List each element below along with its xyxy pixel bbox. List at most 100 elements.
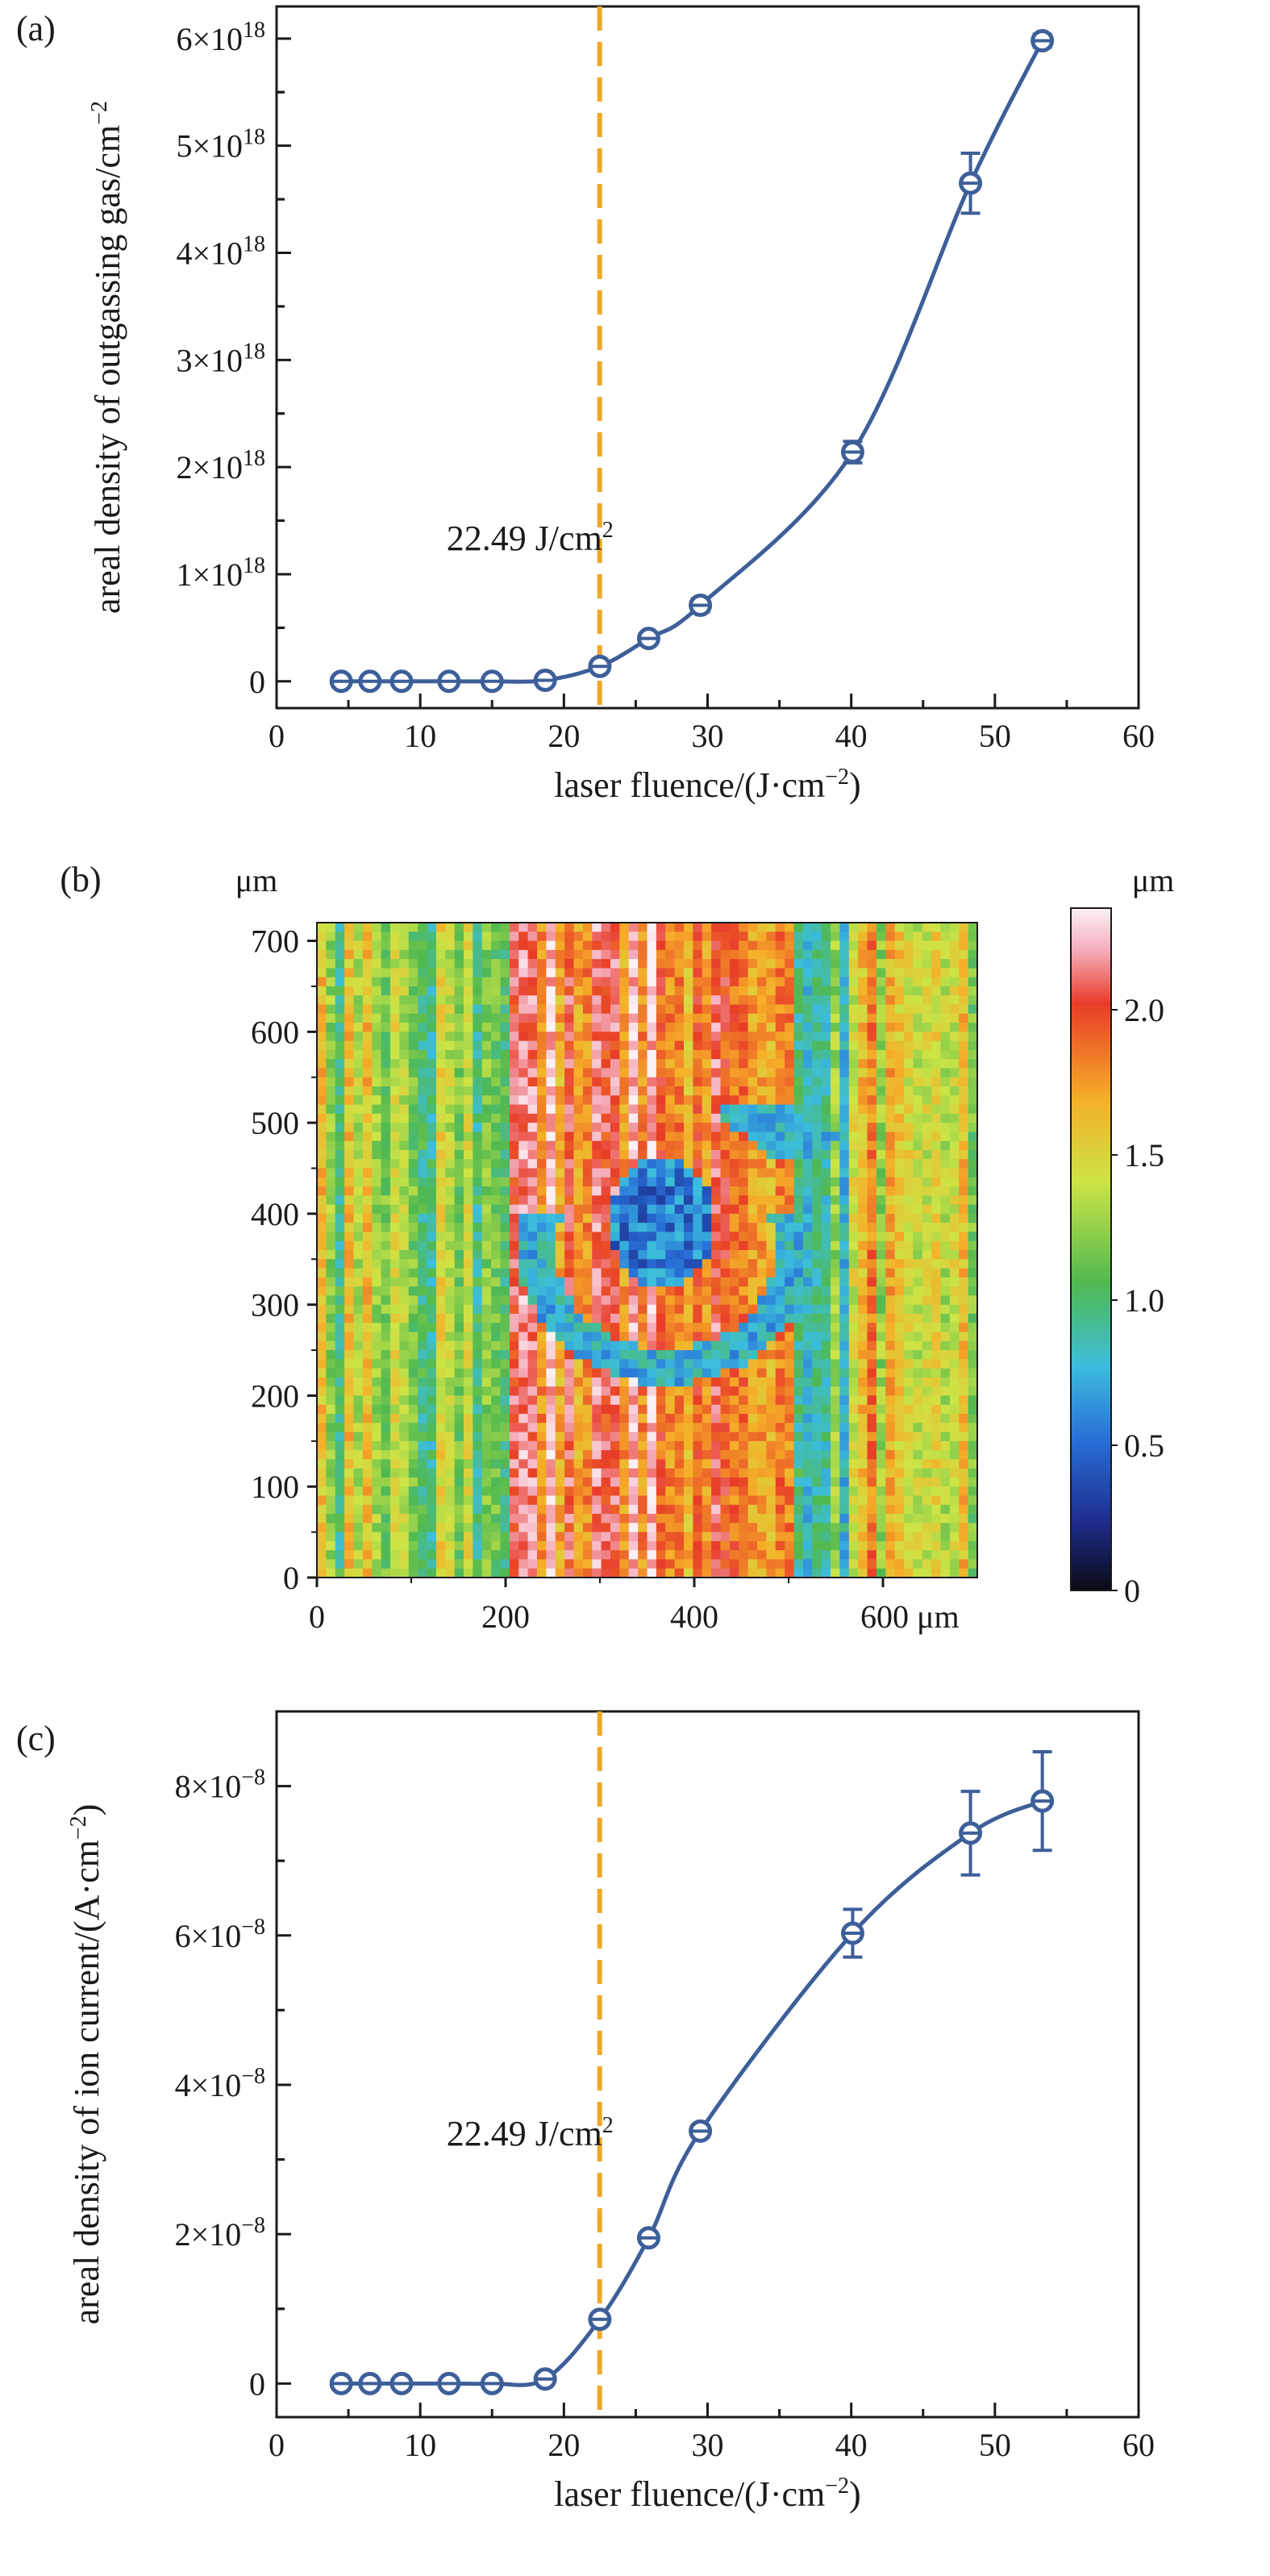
- heatmap-cell: [418, 1286, 428, 1296]
- heatmap-cell: [858, 1440, 868, 1451]
- heatmap-cell: [464, 1186, 473, 1196]
- heatmap-cell: [802, 1304, 813, 1315]
- heatmap-cell: [747, 1477, 758, 1487]
- heatmap-cell: [445, 1323, 456, 1333]
- heatmap-cell: [812, 1432, 822, 1442]
- heatmap-cell: [537, 1395, 547, 1406]
- heatmap-cell: [674, 1195, 685, 1206]
- heatmap-cell: [913, 1132, 923, 1142]
- heatmap-cell: [729, 1504, 739, 1515]
- heatmap-cell: [757, 1514, 767, 1524]
- heatmap-cell: [848, 1332, 859, 1342]
- heatmap-cell: [922, 1359, 932, 1369]
- heatmap-cell: [831, 1277, 840, 1287]
- heatmap-cell: [317, 923, 327, 932]
- heatmap-cell: [858, 949, 868, 960]
- heatmap-cell: [913, 1377, 923, 1387]
- heatmap-cell: [885, 1250, 896, 1260]
- heatmap-cell: [418, 986, 428, 996]
- heatmap-cell: [610, 1350, 620, 1360]
- heatmap-cell: [831, 1259, 840, 1269]
- heatmap-cell: [344, 1023, 355, 1032]
- heatmap-cell: [619, 1077, 630, 1087]
- heatmap-cell: [729, 1440, 739, 1451]
- heatmap-cell: [739, 1277, 749, 1287]
- heatmap-cell: [931, 1377, 942, 1387]
- heatmap-cell: [481, 1068, 492, 1078]
- heatmap-cell: [464, 1240, 473, 1251]
- heatmap-cell: [931, 923, 942, 932]
- heatmap-cell: [922, 1095, 932, 1106]
- heatmap-cell: [619, 1232, 630, 1242]
- heatmap-cell: [628, 995, 639, 1006]
- heatmap-cell: [711, 1568, 722, 1578]
- heatmap-cell: [702, 1013, 712, 1023]
- heatmap-cell: [592, 949, 602, 960]
- heatmap-cell: [858, 1359, 868, 1369]
- heatmap-cell: [931, 1432, 942, 1442]
- heatmap-cell: [435, 959, 446, 969]
- heatmap-cell: [693, 1532, 703, 1542]
- heatmap-cell: [500, 1550, 510, 1561]
- heatmap-cell: [831, 1395, 840, 1406]
- heatmap-cell: [601, 1404, 611, 1415]
- heatmap-cell: [711, 1459, 722, 1469]
- heatmap-cell: [702, 1332, 712, 1342]
- heatmap-cell: [445, 1032, 456, 1042]
- heatmap-cell: [582, 1059, 593, 1069]
- heatmap-cell: [454, 1540, 464, 1551]
- heatmap-cell: [555, 995, 565, 1006]
- heatmap-cell: [775, 1113, 785, 1123]
- heatmap-cell: [445, 1350, 456, 1360]
- heatmap-cell: [684, 1359, 693, 1369]
- heatmap-cell: [931, 1177, 942, 1187]
- heatmap-cell: [445, 1386, 456, 1397]
- heatmap-cell: [711, 1013, 722, 1023]
- heatmap-cell: [335, 1504, 345, 1515]
- heatmap-cell: [573, 1523, 584, 1533]
- heatmap-cell: [418, 1177, 428, 1187]
- heatmap-cell: [821, 1168, 831, 1178]
- heatmap-cell: [454, 1204, 464, 1215]
- heatmap-cell: [464, 1077, 473, 1087]
- heatmap-cell: [729, 1023, 739, 1032]
- heatmap-cell: [573, 1286, 584, 1296]
- heatmap-cell: [720, 1123, 731, 1132]
- heatmap-cell: [555, 1440, 565, 1451]
- heatmap-cell: [885, 1204, 896, 1215]
- heatmap-cell: [638, 1086, 648, 1096]
- heatmap-cell: [894, 1440, 905, 1451]
- heatmap-cell: [500, 1268, 510, 1278]
- heatmap-cell: [647, 1186, 657, 1196]
- heatmap-cell: [500, 1568, 510, 1578]
- heatmap-cell: [684, 995, 693, 1006]
- heatmap-cell: [362, 1286, 373, 1296]
- heatmap-cell: [674, 1140, 685, 1151]
- heatmap-cell: [638, 1477, 648, 1487]
- heatmap-cell: [418, 995, 428, 1006]
- heatmap-cell: [839, 1340, 850, 1351]
- heatmap-cell: [427, 1432, 437, 1442]
- heatmap-cell: [702, 1250, 712, 1260]
- heatmap-cell: [592, 940, 602, 951]
- heatmap-cell: [518, 1304, 529, 1315]
- heatmap-cell: [665, 1032, 676, 1042]
- heatmap-cell: [509, 1277, 519, 1287]
- heatmap-cell: [876, 1395, 886, 1406]
- heatmap-cell: [372, 995, 382, 1006]
- heatmap-cell: [638, 1404, 648, 1415]
- heatmap-cell: [435, 1250, 446, 1260]
- heatmap-cell: [693, 986, 703, 996]
- heatmap-cell: [408, 1268, 418, 1278]
- heatmap-cell: [665, 1423, 676, 1433]
- heatmap-cell: [913, 959, 923, 969]
- heatmap-cell: [904, 1268, 914, 1278]
- heatmap-cell: [729, 1359, 739, 1369]
- heatmap-cell: [427, 1023, 437, 1032]
- heatmap-cell: [711, 1159, 722, 1169]
- heatmap-cell: [656, 949, 666, 960]
- heatmap-cell: [628, 923, 639, 932]
- heatmap-cell: [638, 1350, 648, 1360]
- heatmap-cell: [362, 1504, 373, 1515]
- heatmap-cell: [601, 1059, 611, 1069]
